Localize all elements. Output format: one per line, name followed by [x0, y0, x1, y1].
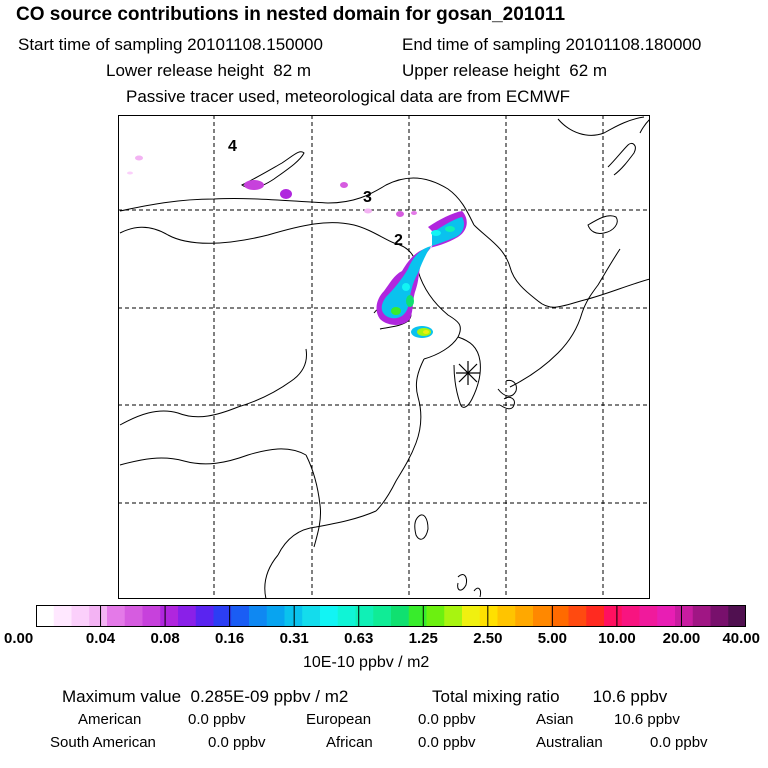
- color-scale-tick-label: 20.00: [662, 630, 701, 647]
- marker-3: 3: [363, 189, 372, 206]
- end-time-value: 20101108.180000: [565, 35, 702, 54]
- start-time-value: 20101108.150000: [187, 35, 323, 54]
- color-scale-cell: [71, 605, 90, 627]
- region-american-value: 0.0 ppbv: [188, 711, 246, 728]
- upper-height-label: Upper release height: [402, 61, 560, 80]
- lower-height: Lower release height 82 m: [106, 61, 311, 81]
- color-scale-tick-label: 10.00: [598, 630, 636, 647]
- max-value-number: 0.285E-09 ppbv / m2: [190, 687, 349, 706]
- tracer-note: Passive tracer used, meteorological data…: [126, 87, 571, 106]
- color-scale-tick-label: 1.25: [408, 630, 438, 647]
- color-scale-tick-label: 2.50: [473, 630, 503, 647]
- total-mixing-ratio-value: 10.6 ppbv: [592, 687, 668, 706]
- color-scale-cell: [710, 605, 729, 627]
- color-scale-cell: [604, 605, 623, 627]
- color-scale-cell: [639, 605, 658, 627]
- max-value: Maximum value 0.285E-09 ppbv / m2: [62, 687, 348, 707]
- marker-4: 4: [228, 138, 237, 155]
- color-scale-tick-label: 0.16: [215, 630, 245, 647]
- color-scale-cell: [408, 605, 427, 627]
- color-scale-cell: [568, 605, 587, 627]
- lower-height-label: Lower release height: [106, 61, 264, 80]
- color-scale-cell: [160, 605, 179, 627]
- color-scale-tick-label: 0.00: [4, 630, 34, 647]
- source-contribution-plume: [127, 155, 467, 338]
- total-mixing-ratio: Total mixing ratio 10.6 ppbv: [432, 687, 667, 707]
- color-scale-cell: [337, 605, 356, 627]
- color-scale-tick-label: 0.31: [279, 630, 309, 647]
- color-scale-cell: [284, 605, 303, 627]
- color-scale-cell: [195, 605, 214, 627]
- color-scale-tick-label: 0.08: [150, 630, 180, 647]
- color-scale-cell: [178, 605, 197, 627]
- lower-height-value: 82 m: [273, 61, 312, 80]
- marker-2: 2: [394, 232, 403, 249]
- color-scale-cell: [479, 605, 498, 627]
- color-scale-cell: [231, 605, 250, 627]
- color-scale-cell: [124, 605, 143, 627]
- color-scale-cell: [213, 605, 232, 627]
- color-scale-tick-label: 40.00: [722, 630, 760, 647]
- region-asian-name: Asian: [536, 711, 574, 728]
- color-scale-units: 10E-10 ppbv / m2: [303, 654, 430, 671]
- color-scale-cell: [533, 605, 552, 627]
- color-scale-cell: [497, 605, 516, 627]
- color-scale-cell: [53, 605, 72, 627]
- map-frame: [118, 115, 650, 599]
- region-south-american-value: 0.0 ppbv: [208, 734, 266, 751]
- end-time-label: End time of sampling: [402, 35, 561, 54]
- max-value-label: Maximum value: [62, 687, 182, 706]
- color-scale-bar: [36, 605, 746, 627]
- color-scale-cell: [426, 605, 445, 627]
- color-scale-cell: [373, 605, 392, 627]
- color-scale-cell: [355, 605, 374, 627]
- region-asian-value: 10.6 ppbv: [614, 711, 680, 728]
- map-panel: 4 3 2: [118, 115, 650, 599]
- region-australian-value: 0.0 ppbv: [650, 734, 708, 751]
- color-scale-cell: [302, 605, 321, 627]
- color-scale-cell: [621, 605, 640, 627]
- color-scale-cell: [728, 605, 746, 627]
- region-african-name: African: [326, 734, 373, 751]
- color-scale-tick-label: 0.04: [85, 630, 116, 647]
- color-scale-cell: [107, 605, 126, 627]
- region-american-name: American: [78, 711, 142, 728]
- color-scale-cell: [89, 605, 108, 627]
- color-scale-cell: [675, 605, 694, 627]
- region-south-american-name: South American: [50, 734, 156, 751]
- start-time-label: Start time of sampling: [18, 35, 183, 54]
- color-scale-cell: [515, 605, 534, 627]
- lat-lon-grid: [118, 115, 650, 599]
- upper-height-value: 62 m: [569, 61, 608, 80]
- start-time: Start time of sampling 20101108.150000: [18, 35, 323, 55]
- color-scale-cell: [391, 605, 410, 627]
- region-australian-name: Australian: [536, 734, 603, 751]
- color-scale-cell: [692, 605, 711, 627]
- color-scale-cell: [462, 605, 481, 627]
- color-scale-cell: [36, 605, 55, 627]
- color-scale-cell: [142, 605, 161, 627]
- map-title: CO source contributions in nested domain…: [16, 4, 566, 25]
- color-scale-cell: [550, 605, 569, 627]
- color-scale-tick-label: 0.63: [344, 630, 374, 647]
- color-scale-cell: [249, 605, 268, 627]
- color-scale-cell: [444, 605, 463, 627]
- color-scale-cell: [657, 605, 676, 627]
- region-european-value: 0.0 ppbv: [418, 711, 476, 728]
- color-scale-cell: [266, 605, 285, 627]
- color-scale-tick-label: 5.00: [537, 630, 567, 647]
- end-time: End time of sampling 20101108.180000: [402, 35, 701, 55]
- region-european-name: European: [306, 711, 372, 728]
- color-scale-cell: [320, 605, 339, 627]
- upper-height: Upper release height 62 m: [402, 61, 607, 81]
- color-scale-cell: [586, 605, 605, 627]
- region-african-value: 0.0 ppbv: [418, 734, 476, 751]
- total-mixing-ratio-label: Total mixing ratio: [432, 687, 560, 706]
- receptor-site-asterisk-icon: [456, 361, 480, 385]
